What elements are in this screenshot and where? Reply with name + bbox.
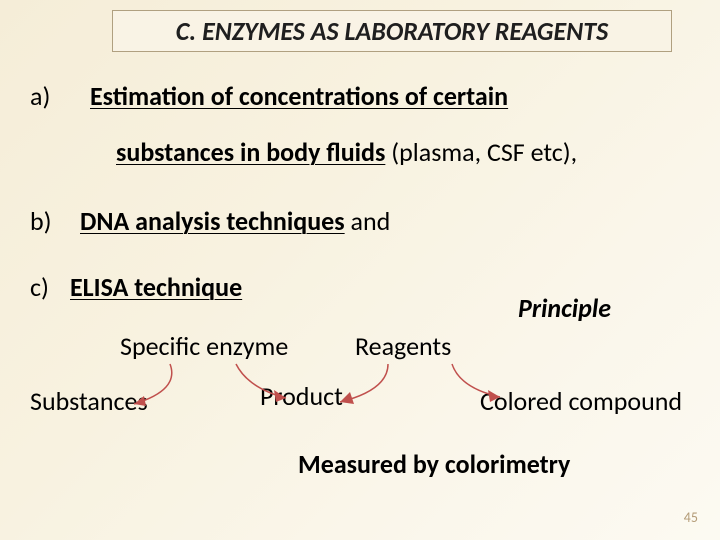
item-a-line1: Estimation of concentrations of certain: [90, 80, 508, 112]
list-item-a: a)Estimation of concentrations of certai…: [30, 76, 690, 173]
page-number: 45: [684, 509, 698, 526]
marker-c: c): [30, 271, 70, 303]
item-b-bold: DNA analysis techniques: [80, 205, 345, 237]
item-b-plain: and: [345, 205, 391, 237]
item-c-bold: ELISA technique: [70, 271, 242, 303]
marker-b: b): [30, 205, 80, 237]
flow-diagram: Specific enzyme Reagents Substances Prod…: [30, 330, 710, 420]
body-content: a)Estimation of concentrations of certai…: [30, 76, 690, 303]
measured-text: Measured by colorimetry: [298, 448, 570, 480]
list-item-b: b)DNA analysis techniques and: [30, 205, 690, 237]
principle-label: Principle: [518, 292, 611, 324]
item-a-line2: substances in body fluids (plasma, CSF e…: [116, 132, 690, 172]
flow-arrows: [30, 330, 710, 420]
slide-title: C. ENZYMES AS LABORATORY REAGENTS: [112, 10, 672, 52]
item-a-line2-plain: (plasma, CSF etc),: [385, 136, 577, 168]
marker-a: a): [30, 76, 86, 116]
item-a-line2-bold: substances in body fluids: [116, 136, 385, 168]
